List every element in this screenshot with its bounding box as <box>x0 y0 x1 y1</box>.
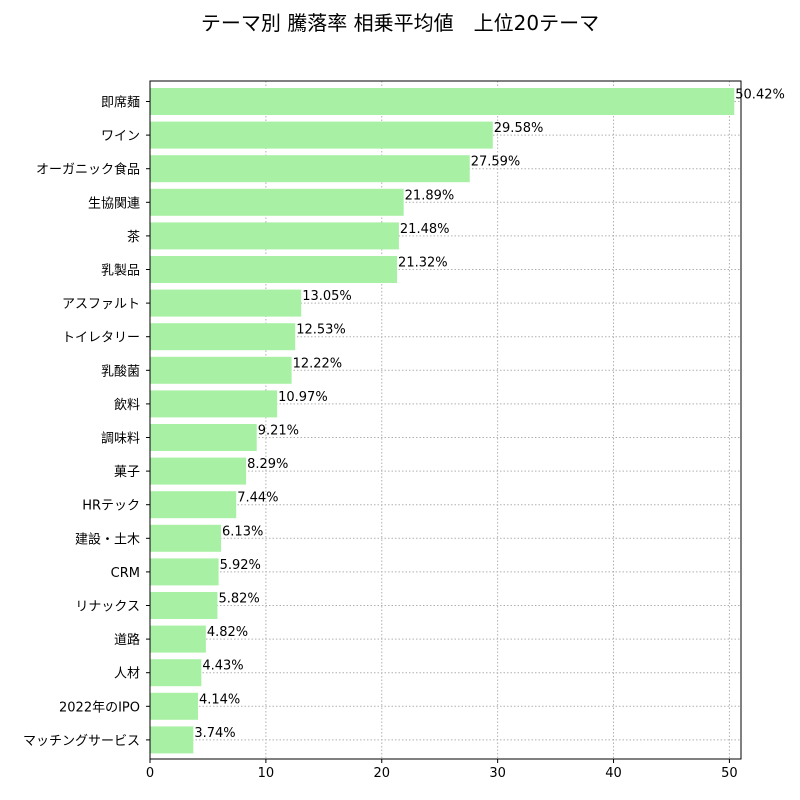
category-label: 菓子 <box>114 465 140 480</box>
category-label: マッチングサービス <box>23 734 140 749</box>
bar <box>150 457 247 485</box>
data-label: 9.21% <box>258 424 299 439</box>
category-label: 調味料 <box>101 432 140 447</box>
bar <box>150 625 206 653</box>
bar <box>150 323 296 351</box>
data-label: 21.89% <box>405 188 455 203</box>
bar <box>150 524 222 552</box>
chart-title: テーマ別 騰落率 相乗平均値 上位20テーマ <box>201 11 599 35</box>
category-label: CRM <box>111 566 140 581</box>
data-label: 10.97% <box>278 390 328 405</box>
category-label: 乳製品 <box>101 264 140 279</box>
category-label: ワイン <box>101 129 140 144</box>
data-label: 12.22% <box>293 356 343 371</box>
category-label: 飲料 <box>114 397 140 413</box>
x-tick-label: 20 <box>373 766 390 781</box>
category-label: 建設・土木 <box>75 531 140 547</box>
category-label: 乳酸菌 <box>101 364 140 379</box>
data-label: 12.53% <box>296 323 346 338</box>
bar <box>150 155 470 183</box>
category-label: トイレタリー <box>62 331 140 346</box>
data-label: 27.59% <box>471 155 521 170</box>
x-tick-label: 10 <box>258 766 275 781</box>
category-label: アスファルト <box>62 297 140 312</box>
data-label: 4.14% <box>199 692 240 707</box>
category-label: 2022年のIPO <box>59 700 140 715</box>
category-labels: 即席麺ワインオーガニック食品生協関連茶乳製品アスファルトトイレタリー乳酸菌飲料調… <box>23 95 150 749</box>
data-label: 5.82% <box>218 592 259 607</box>
bar <box>150 726 194 754</box>
data-label: 29.58% <box>494 121 544 136</box>
data-label: 5.92% <box>220 558 261 573</box>
category-label: HRテック <box>82 499 140 514</box>
data-label: 8.29% <box>247 457 288 472</box>
plot-frame <box>149 80 742 760</box>
bar <box>150 558 219 586</box>
grid <box>149 81 741 759</box>
bar <box>150 88 735 115</box>
bar <box>150 188 404 216</box>
x-tick-label: 30 <box>489 766 506 781</box>
x-tick-label: 50 <box>721 766 738 781</box>
x-tick-label: 40 <box>605 766 622 781</box>
bar <box>150 356 292 384</box>
category-label: リナックス <box>75 600 140 615</box>
category-label: 即席麺 <box>101 95 140 111</box>
bar <box>150 289 302 317</box>
bar <box>150 491 237 519</box>
bar <box>150 256 398 283</box>
x-axis-ticks: 0 10 20 30 40 50 <box>146 759 738 781</box>
bars <box>150 88 735 754</box>
category-label: 茶 <box>127 229 140 245</box>
bar <box>150 424 257 451</box>
data-label: 13.05% <box>302 289 352 304</box>
category-label: 道路 <box>114 632 140 648</box>
bar <box>150 222 399 250</box>
data-label: 4.43% <box>202 659 243 674</box>
data-label: 4.82% <box>207 625 248 640</box>
category-label: 人材 <box>114 667 140 682</box>
data-label: 7.44% <box>237 491 278 506</box>
data-label: 21.48% <box>400 222 450 237</box>
bar <box>150 692 198 720</box>
category-label: オーガニック食品 <box>36 162 140 178</box>
data-label: 21.32% <box>398 256 448 271</box>
x-tick-label: 0 <box>146 766 154 781</box>
category-label: 生協関連 <box>88 196 140 211</box>
data-labels: 50.42% 29.58% 27.59% 21.89% 21.48% 21.32% 13.0… <box>194 88 785 741</box>
bar <box>150 659 202 687</box>
bar <box>150 121 493 149</box>
data-label: 50.42% <box>735 88 785 103</box>
data-label: 3.74% <box>194 726 235 741</box>
data-label: 6.13% <box>222 524 263 539</box>
bar <box>150 390 278 418</box>
bar <box>150 592 218 619</box>
